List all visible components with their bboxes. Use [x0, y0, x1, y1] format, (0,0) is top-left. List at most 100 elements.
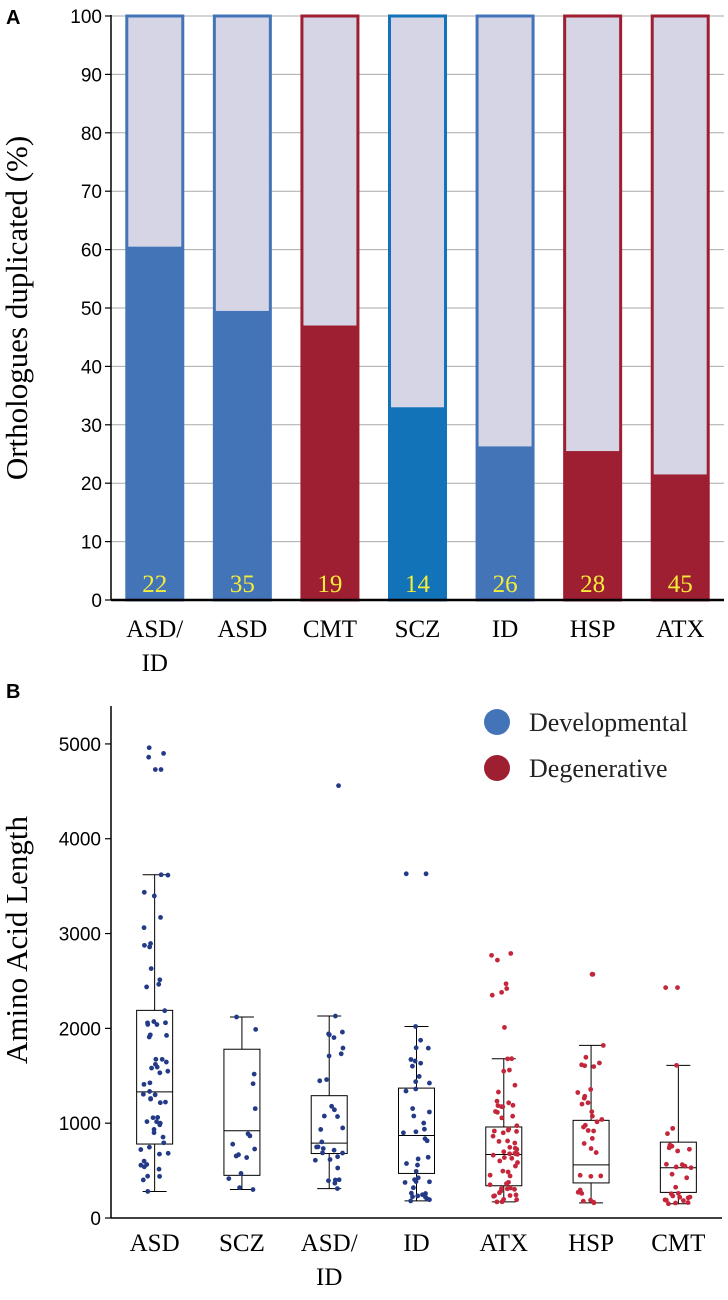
data-point — [512, 1186, 517, 1192]
data-point — [423, 871, 429, 877]
data-point — [591, 1128, 597, 1134]
data-point — [329, 1103, 335, 1109]
data-point — [509, 1155, 515, 1161]
panel-a-category-label: SCZ — [395, 616, 441, 643]
data-point — [666, 1201, 671, 1207]
data-point — [421, 1120, 427, 1126]
data-point — [675, 1190, 681, 1196]
data-point — [600, 1043, 606, 1048]
data-point — [153, 1061, 158, 1067]
data-point — [320, 1146, 326, 1151]
data-point — [582, 1063, 588, 1069]
box-group — [310, 783, 348, 1192]
data-point — [411, 1113, 417, 1119]
panel-a-y-tick-label: 10 — [81, 533, 102, 554]
data-point — [158, 915, 163, 920]
panel-b-category-label: HSP — [568, 1230, 614, 1257]
data-point — [416, 1074, 422, 1079]
box-iqr — [572, 1119, 610, 1184]
data-point — [499, 989, 504, 995]
data-point — [509, 1056, 515, 1062]
data-point — [500, 1130, 506, 1136]
data-point — [670, 1193, 676, 1199]
data-point — [140, 1177, 146, 1183]
data-point — [336, 783, 341, 789]
data-point — [253, 1027, 259, 1032]
data-point — [151, 893, 157, 899]
data-point — [413, 1168, 419, 1174]
data-point — [513, 1192, 519, 1198]
panel-a-y-tick-label: 40 — [81, 357, 102, 378]
box-group — [136, 745, 174, 1194]
data-point — [427, 1080, 432, 1086]
panel-a-bar — [652, 474, 709, 600]
data-point — [413, 1024, 418, 1029]
panel-a-category-label: ATX — [656, 616, 705, 643]
panel-a-bar-count-label: 22 — [142, 571, 167, 598]
data-point — [250, 1187, 256, 1192]
panel-b-letter: B — [6, 681, 20, 703]
panel-a-y-tick-label: 80 — [81, 124, 102, 145]
data-point — [145, 1173, 151, 1179]
data-point — [510, 1102, 516, 1108]
panel-a-bar-chart: A Orthologues duplicated (%) 22 35 19 14 26 2… — [0, 7, 724, 677]
data-point — [332, 1177, 338, 1183]
box-iqr — [485, 1126, 523, 1187]
panel-a-categories: ASD/ID ASD CMT SCZ ID HSP ATX — [126, 616, 704, 677]
data-point — [146, 745, 152, 751]
data-point — [498, 1188, 504, 1194]
data-point — [247, 1133, 253, 1139]
data-point — [340, 1029, 345, 1035]
data-point — [675, 985, 680, 990]
data-point — [580, 1198, 586, 1204]
data-point — [577, 1172, 583, 1178]
panel-b-category-label: ID — [403, 1230, 429, 1257]
data-point — [591, 1200, 597, 1206]
legend: Developmental Degenerative — [484, 708, 688, 783]
data-point — [152, 1092, 158, 1098]
data-point — [422, 1126, 427, 1132]
box-group — [223, 1014, 261, 1192]
data-point — [408, 1198, 414, 1204]
data-point — [500, 1168, 506, 1174]
data-point — [145, 1020, 150, 1026]
data-point — [413, 1079, 419, 1085]
box-group — [485, 951, 523, 1205]
data-point — [145, 1189, 151, 1194]
data-point — [319, 1139, 325, 1145]
data-point — [161, 1140, 167, 1146]
data-point — [422, 1136, 428, 1142]
data-point — [335, 1154, 340, 1160]
data-point — [508, 951, 514, 956]
data-point — [495, 1103, 501, 1108]
data-point — [165, 1068, 171, 1074]
data-point — [588, 1173, 594, 1179]
data-point — [327, 1157, 333, 1162]
panel-a-category-label: ASD/ — [126, 616, 183, 643]
data-point — [598, 1173, 604, 1179]
data-point — [489, 952, 494, 958]
data-point — [502, 1025, 507, 1030]
data-point — [675, 1148, 681, 1154]
data-point — [158, 872, 164, 878]
panel-a-y-tick-label: 0 — [91, 591, 102, 612]
panel-a-bar — [214, 310, 271, 600]
panel-b-y-tick-label: 3000 — [59, 925, 101, 946]
panel-a-category-label: HSP — [570, 616, 616, 643]
data-point — [687, 1194, 693, 1200]
data-point — [494, 1199, 500, 1205]
panel-b-y-tick-label: 2000 — [59, 1019, 101, 1040]
data-point — [487, 1182, 493, 1188]
data-point — [685, 1200, 691, 1205]
data-point — [514, 1129, 519, 1134]
data-point — [413, 1129, 419, 1135]
panel-a-bar — [126, 246, 183, 600]
data-point — [157, 1151, 162, 1157]
data-point — [490, 1152, 496, 1158]
data-point — [415, 1175, 421, 1181]
panel-a-y-axis-label: Orthologues duplicated (%) — [0, 136, 34, 480]
data-point — [599, 1117, 605, 1122]
data-point — [597, 1060, 602, 1066]
data-point — [335, 1165, 341, 1171]
data-point — [226, 1176, 232, 1182]
